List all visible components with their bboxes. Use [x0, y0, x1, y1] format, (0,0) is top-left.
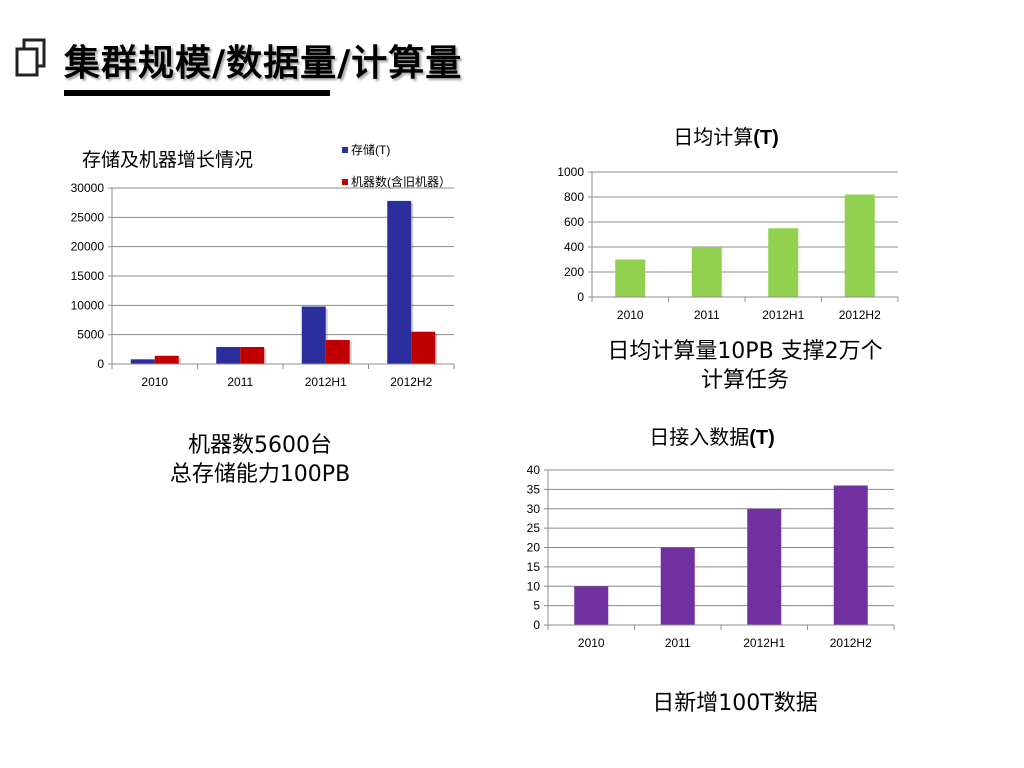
storage-caption: 机器数5600台 总存储能力100PB	[150, 432, 370, 489]
bar	[411, 331, 436, 364]
bar	[387, 200, 412, 364]
x-tick-label: 2010	[578, 636, 605, 650]
title-rule	[64, 90, 330, 96]
copy-icon	[15, 38, 46, 77]
x-tick-label: 2012H2	[830, 636, 872, 650]
ingest-caption: 日新增100T数据	[600, 690, 870, 719]
y-tick-label: 5000	[77, 328, 104, 342]
bar	[574, 586, 609, 625]
y-tick-label: 20000	[71, 240, 105, 254]
bar-shadow	[178, 357, 181, 364]
machine-count-text: 机器数5600台	[188, 433, 332, 458]
bar	[154, 355, 179, 364]
storage-capacity-text: 总存储能力100PB	[169, 461, 351, 487]
x-tick-label: 2011	[665, 636, 691, 650]
y-tick-label: 10000	[71, 298, 105, 312]
chart-title: 日均计算(T)	[673, 126, 779, 149]
bar	[216, 346, 241, 364]
bar	[301, 306, 326, 364]
y-tick-label: 400	[564, 240, 584, 254]
x-tick-label: 2011	[227, 375, 253, 389]
ingest-volume-text: 日新增100T数据	[652, 691, 818, 716]
bar	[660, 547, 695, 625]
bar-shadow	[325, 308, 328, 364]
bar-shadow	[264, 348, 267, 364]
y-tick-label: 25	[527, 521, 541, 535]
x-tick-label: 2011	[694, 308, 720, 322]
chart-title: 存储及机器增长情况	[82, 149, 253, 171]
bar-shadow	[349, 341, 352, 364]
y-tick-label: 20	[527, 541, 541, 555]
legend-label: 机器数(含旧机器）	[351, 174, 451, 189]
bar	[240, 346, 265, 364]
y-tick-label: 5	[533, 599, 540, 613]
y-tick-label: 1000	[557, 165, 584, 179]
y-tick-label: 200	[564, 265, 584, 279]
bar	[325, 339, 350, 364]
y-tick-label: 0	[533, 618, 540, 632]
chart-title: 日接入数据(T)	[649, 426, 775, 449]
y-tick-label: 30	[527, 502, 541, 516]
compute-volume-text: 日均计算量10PB 支撑2万个	[607, 339, 883, 364]
legend-swatch	[342, 179, 348, 185]
bar	[130, 359, 155, 364]
y-tick-label: 15000	[71, 269, 105, 283]
bar	[615, 259, 646, 297]
bar-shadow	[435, 333, 438, 364]
x-tick-label: 2012H2	[390, 375, 432, 389]
slide-title: 集群规模/数据量/计算量	[64, 43, 463, 84]
bar	[833, 485, 868, 625]
bar-shadow	[411, 202, 414, 364]
bar	[844, 194, 875, 297]
daily-ingest-chart: 日接入数据(T) 0 5 10 15 20 25 30 35 40 2010 2011 2012H1 20…	[527, 426, 895, 650]
x-tick-label: 2010	[617, 308, 644, 322]
y-tick-label: 0	[577, 290, 584, 304]
y-tick-label: 0	[97, 357, 104, 371]
y-tick-label: 35	[527, 482, 541, 496]
x-tick-label: 2010	[141, 375, 168, 389]
compute-caption: 日均计算量10PB 支撑2万个 计算任务	[560, 338, 930, 395]
y-tick-label: 600	[564, 215, 584, 229]
y-tick-label: 15	[527, 560, 541, 574]
bar	[747, 508, 782, 625]
storage-machine-chart: 存储及机器增长情况 0 5000 10000 15000 20000 25000 30000 2…	[71, 142, 455, 389]
y-tick-label: 30000	[71, 181, 105, 195]
x-tick-label: 2012H2	[839, 308, 881, 322]
y-tick-label: 25000	[71, 210, 105, 224]
y-tick-label: 40	[527, 463, 541, 477]
legend-label: 存储(T)	[351, 142, 390, 157]
daily-compute-chart: 日均计算(T) 0 200 400 600 800 1000 2010 2011 2012H1 20…	[557, 126, 899, 322]
bar	[691, 247, 722, 297]
compute-tasks-text: 计算任务	[700, 367, 789, 393]
y-tick-label: 800	[564, 190, 584, 204]
x-tick-label: 2012H1	[305, 375, 347, 389]
bar	[768, 228, 799, 297]
x-tick-label: 2012H1	[743, 636, 785, 650]
legend-swatch	[342, 147, 348, 153]
y-tick-label: 10	[527, 579, 541, 593]
x-tick-label: 2012H1	[762, 308, 804, 322]
